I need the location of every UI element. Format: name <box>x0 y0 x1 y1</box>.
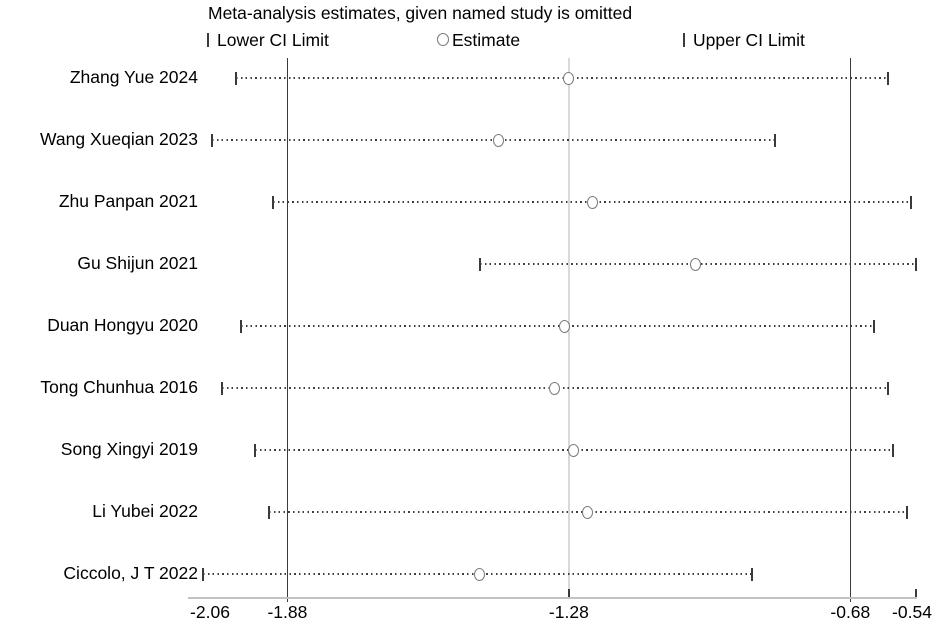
lower-ci-tick <box>220 381 223 395</box>
study-label: Wang Xueqian 2023 <box>40 129 198 149</box>
upper-ci-tick <box>872 319 875 333</box>
legend-label-upper-ci: Upper CI Limit <box>693 30 805 50</box>
lower-ci-limit-tick-icon <box>207 33 209 47</box>
upper-ci-tick <box>905 505 908 519</box>
estimate-marker <box>582 505 594 519</box>
lower-ci-tick <box>211 133 214 147</box>
upper-ci-tick <box>886 381 889 395</box>
legend-label-estimate: Estimate <box>452 30 521 50</box>
x-axis-line <box>188 597 917 599</box>
x-axis-tick-label: -2.06 <box>190 602 230 622</box>
lower-ci-tick <box>202 567 204 581</box>
study-label: Zhang Yue 2024 <box>69 67 198 87</box>
upper-ci-tick <box>910 195 913 209</box>
x-axis-tick-label: -0.54 <box>892 602 932 622</box>
estimate-marker <box>474 567 486 581</box>
study-label: Duan Hongyu 2020 <box>47 315 198 335</box>
estimate-marker <box>568 443 580 457</box>
estimate-marker <box>586 195 598 209</box>
study-label: Zhu Panpan 2021 <box>58 191 198 211</box>
x-axis-tick <box>568 589 570 597</box>
upper-ci-tick <box>891 443 894 457</box>
upper-ci-limit-tick-icon <box>683 33 685 47</box>
lower-ci-tick <box>253 443 256 457</box>
study-label: Gu Shijun 2021 <box>77 253 198 273</box>
estimate-marker <box>563 71 575 85</box>
x-axis-tick-label: -1.28 <box>548 602 589 622</box>
x-axis-tick-label: -0.68 <box>830 602 871 622</box>
lower-ci-tick <box>267 505 270 519</box>
study-label: Ciccolo, J T 2022 <box>63 563 198 583</box>
upper-ci-tick <box>774 133 777 147</box>
overall-lower-ci-line <box>286 58 289 602</box>
x-axis-tick <box>915 589 917 597</box>
legend-label-lower-ci: Lower CI Limit <box>217 30 329 50</box>
upper-ci-tick <box>915 257 917 271</box>
estimate-marker <box>558 319 570 333</box>
upper-ci-tick <box>750 567 753 581</box>
lower-ci-tick <box>234 71 237 85</box>
estimate-circle-icon <box>437 33 449 46</box>
estimate-marker <box>690 257 702 271</box>
estimate-marker <box>549 381 561 395</box>
x-axis-tick-label: -1.88 <box>267 602 308 622</box>
lower-ci-tick <box>272 195 275 209</box>
chart-title: Meta-analysis estimates, given named stu… <box>208 3 633 23</box>
lower-ci-tick <box>478 257 481 271</box>
study-label: Song Xingyi 2019 <box>60 439 198 459</box>
ci-dotted-line <box>240 325 874 327</box>
estimate-marker <box>493 133 505 147</box>
lower-ci-tick <box>239 319 242 333</box>
overall-upper-ci-line <box>849 58 852 602</box>
study-label: Li Yubei 2022 <box>92 501 198 521</box>
upper-ci-tick <box>886 71 889 85</box>
study-label: Tong Chunhua 2016 <box>40 377 198 397</box>
ci-dotted-line <box>235 77 888 79</box>
